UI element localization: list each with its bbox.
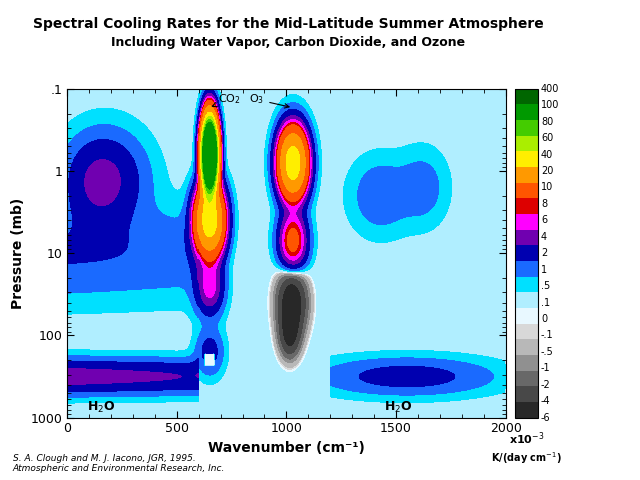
Text: 0: 0: [541, 314, 547, 324]
X-axis label: Wavenumber (cm⁻¹): Wavenumber (cm⁻¹): [208, 441, 365, 455]
Text: 80: 80: [541, 117, 553, 127]
Text: 20: 20: [541, 166, 554, 176]
Text: 60: 60: [541, 133, 553, 143]
Text: .1: .1: [541, 298, 550, 308]
Text: -6: -6: [541, 413, 550, 422]
Text: x10$^{-3}$: x10$^{-3}$: [509, 431, 544, 447]
Text: K/(day cm$^{-1}$): K/(day cm$^{-1}$): [491, 450, 562, 466]
Text: S. A. Clough and M. J. Iacono, JGR, 1995.
Atmospheric and Environmental Research: S. A. Clough and M. J. Iacono, JGR, 1995…: [13, 454, 225, 473]
Text: 6: 6: [541, 216, 547, 225]
Text: -4: -4: [541, 396, 550, 406]
Text: H$_2$O: H$_2$O: [384, 400, 412, 415]
Text: H$_2$O: H$_2$O: [87, 400, 115, 415]
Bar: [515, 89, 538, 105]
Text: 8: 8: [541, 199, 547, 209]
Bar: [515, 120, 538, 136]
Bar: [515, 402, 538, 418]
Text: .5: .5: [541, 281, 550, 291]
Bar: [515, 371, 538, 386]
Text: 10: 10: [541, 182, 553, 192]
Text: -.5: -.5: [541, 347, 554, 357]
Y-axis label: Pressure (mb): Pressure (mb): [11, 198, 25, 309]
Bar: [515, 136, 538, 151]
Bar: [515, 386, 538, 402]
Bar: [515, 151, 538, 167]
Bar: [515, 355, 538, 371]
Text: 40: 40: [541, 150, 553, 159]
Text: 100: 100: [541, 100, 559, 110]
Bar: [515, 276, 538, 292]
Bar: [515, 167, 538, 183]
Text: 1: 1: [541, 264, 547, 275]
Text: -1: -1: [541, 363, 550, 373]
Text: -.1: -.1: [541, 330, 554, 340]
Bar: [515, 214, 538, 230]
Bar: [515, 339, 538, 355]
Bar: [515, 308, 538, 324]
Text: CO$_2$: CO$_2$: [212, 93, 241, 107]
Bar: [515, 261, 538, 276]
Text: Spectral Cooling Rates for the Mid-Latitude Summer Atmosphere: Spectral Cooling Rates for the Mid-Latit…: [33, 17, 543, 31]
Bar: [515, 183, 538, 198]
Bar: [515, 292, 538, 308]
Text: 4: 4: [541, 232, 547, 242]
Bar: [515, 230, 538, 245]
Text: 2: 2: [541, 248, 547, 258]
Text: Including Water Vapor, Carbon Dioxide, and Ozone: Including Water Vapor, Carbon Dioxide, a…: [111, 36, 465, 49]
Bar: [515, 105, 538, 120]
Bar: [515, 324, 538, 339]
Text: -2: -2: [541, 380, 550, 390]
Text: 400: 400: [541, 84, 559, 94]
Bar: [515, 198, 538, 214]
Text: O$_3$: O$_3$: [249, 93, 289, 108]
Bar: [515, 245, 538, 261]
